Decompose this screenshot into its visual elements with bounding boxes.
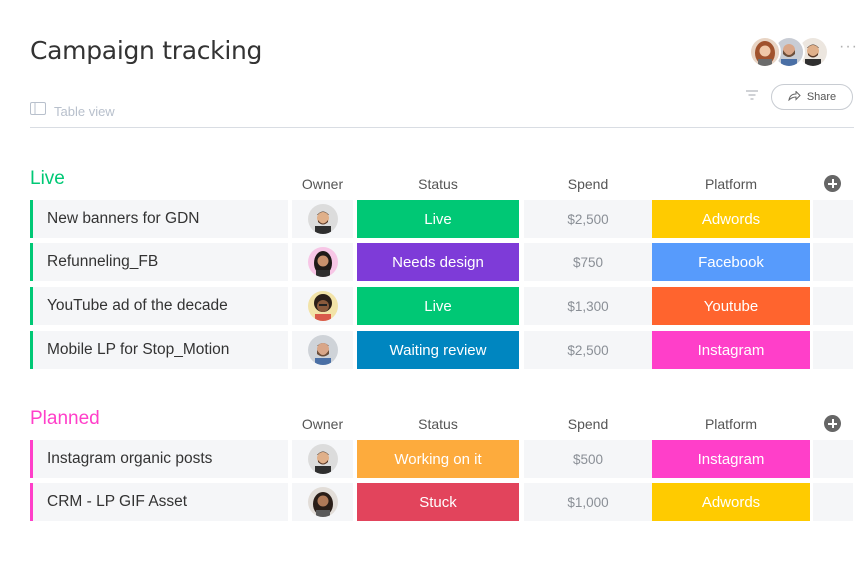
spend-cell[interactable]: $2,500 [524,331,652,369]
spend-cell[interactable]: $750 [524,243,652,281]
column-header-platform[interactable]: Platform [704,416,758,432]
share-label: Share [806,91,837,103]
item-name: Instagram organic posts [47,450,213,467]
table-row[interactable]: New banners for GDN Live $2,500 Adwords [30,200,853,238]
status-label: Working on it [394,450,482,468]
status-label: Live [424,210,452,228]
share-icon [788,89,801,104]
platform-badge[interactable]: Instagram [652,440,810,478]
spend-cell[interactable]: $1,000 [524,483,652,521]
status-label: Stuck [419,493,457,511]
owner-avatar [307,204,338,234]
table-row[interactable]: CRM - LP GIF Asset Stuck $1,000 Adwords [30,483,853,521]
platform-badge[interactable]: Youtube [652,287,810,325]
owner-avatar [307,444,338,474]
empty-cell [813,331,853,369]
status-label: Waiting review [389,341,487,359]
item-name-cell[interactable]: Refunneling_FB [30,243,288,281]
filter-icon[interactable] [745,88,759,106]
item-name-cell[interactable]: Instagram organic posts [30,440,288,478]
item-name-cell[interactable]: YouTube ad of the decade [30,287,288,325]
status-label: Live [424,297,452,315]
owner-avatar [307,291,338,321]
item-name: New banners for GDN [47,210,200,227]
spend-cell[interactable]: $2,500 [524,200,652,238]
status-badge[interactable]: Needs design [357,243,519,281]
item-name: CRM - LP GIF Asset [47,493,188,510]
owner-cell[interactable] [292,287,353,325]
column-header-owner[interactable]: Owner [301,416,344,432]
empty-cell [813,287,853,325]
page-title: Campaign tracking [30,36,263,65]
platform-badge[interactable]: Facebook [652,243,810,281]
group-color-bar [30,440,33,478]
owner-cell[interactable] [292,440,353,478]
platform-label: Facebook [698,253,764,271]
table-row[interactable]: YouTube ad of the decade Live $1,300 You… [30,287,853,325]
platform-badge[interactable]: Instagram [652,331,810,369]
platform-label: Instagram [697,450,765,468]
item-name-cell[interactable]: Mobile LP for Stop_Motion [30,331,288,369]
add-column-icon[interactable] [824,175,841,192]
owner-avatar [307,335,338,365]
column-header-owner[interactable]: Owner [301,176,344,192]
more-options-icon[interactable]: ··· [839,38,858,55]
group-color-bar [30,200,33,238]
status-badge[interactable]: Stuck [357,483,519,521]
column-header-spend[interactable]: Spend [567,416,609,432]
tab-table-view[interactable]: Table view [30,102,115,120]
platform-label: Adwords [701,210,761,228]
owner-cell[interactable] [292,483,353,521]
member-avatar[interactable] [749,36,781,68]
platform-badge[interactable]: Adwords [652,483,810,521]
empty-cell [813,483,853,521]
item-name-cell[interactable]: New banners for GDN [30,200,288,238]
item-name: YouTube ad of the decade [47,297,228,314]
tab-label: Table view [54,103,115,119]
status-badge[interactable]: Live [357,200,519,238]
header-divider [30,127,854,128]
column-header-status[interactable]: Status [418,416,458,432]
status-badge[interactable]: Working on it [357,440,519,478]
status-badge[interactable]: Live [357,287,519,325]
item-name: Refunneling_FB [47,253,159,270]
group-color-bar [30,331,33,369]
platform-label: Instagram [697,341,765,359]
group-title-planned[interactable]: Planned [30,408,100,429]
share-button[interactable]: Share [771,84,853,110]
spend-cell[interactable]: $1,300 [524,287,652,325]
owner-avatar [307,247,338,277]
table-row[interactable]: Mobile LP for Stop_Motion Waiting review… [30,331,853,369]
owner-cell[interactable] [292,331,353,369]
owner-cell[interactable] [292,200,353,238]
group-title-live[interactable]: Live [30,168,65,189]
item-name-cell[interactable]: CRM - LP GIF Asset [30,483,288,521]
owner-avatar [307,487,338,517]
column-header-status[interactable]: Status [418,176,458,192]
status-label: Needs design [392,253,484,271]
platform-label: Adwords [701,493,761,511]
empty-cell [813,200,853,238]
owner-cell[interactable] [292,243,353,281]
platform-label: Youtube [703,297,759,315]
group-color-bar [30,483,33,521]
column-header-spend[interactable]: Spend [567,176,609,192]
table-row[interactable]: Refunneling_FB Needs design $750 Faceboo… [30,243,853,281]
group-color-bar [30,243,33,281]
column-header-platform[interactable]: Platform [704,176,758,192]
table-row[interactable]: Instagram organic posts Working on it $5… [30,440,853,478]
empty-cell [813,440,853,478]
status-badge[interactable]: Waiting review [357,331,519,369]
group-color-bar [30,287,33,325]
table-view-icon [30,102,46,120]
platform-badge[interactable]: Adwords [652,200,810,238]
empty-cell [813,243,853,281]
item-name: Mobile LP for Stop_Motion [47,341,230,358]
add-column-icon[interactable] [824,415,841,432]
spend-cell[interactable]: $500 [524,440,652,478]
